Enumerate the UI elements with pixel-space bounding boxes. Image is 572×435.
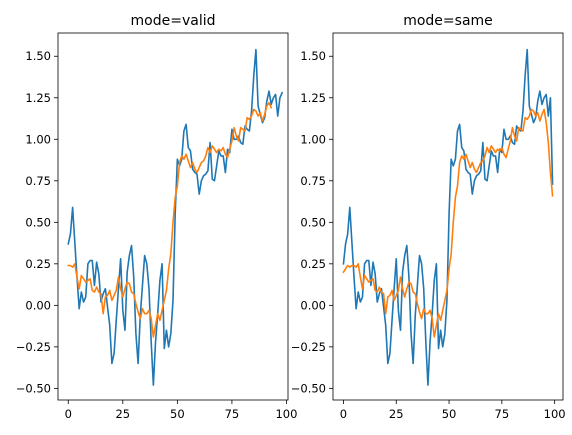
x-tick-label: 75 bbox=[225, 407, 240, 421]
y-tick-label: −0.25 bbox=[291, 340, 326, 354]
y-tick-label: −0.50 bbox=[291, 381, 326, 395]
series-line-2 bbox=[67, 101, 273, 338]
x-tick-label: 50 bbox=[170, 407, 185, 421]
y-tick-label: 1.50 bbox=[300, 49, 326, 63]
x-tick-label: 25 bbox=[389, 407, 404, 421]
y-tick-label: 0.00 bbox=[25, 298, 51, 312]
y-tick-label: 0.50 bbox=[25, 215, 51, 229]
subplot-title: mode=same bbox=[403, 13, 493, 29]
axes-frame bbox=[332, 32, 564, 401]
x-tick-label: 75 bbox=[495, 407, 510, 421]
x-tick-label: 100 bbox=[544, 407, 566, 421]
y-tick-label: −0.25 bbox=[16, 340, 51, 354]
series-line-1 bbox=[67, 48, 284, 386]
subplot-same: mode=same 0 25 50 75 100 −0.50 −0.25 0.00 0.25 0.… bbox=[291, 13, 566, 421]
x-tick-label: 0 bbox=[65, 407, 72, 421]
y-tick-label: 0.25 bbox=[300, 257, 326, 271]
y-tick-label: 0.75 bbox=[25, 174, 51, 188]
y-tick-label: 1.25 bbox=[25, 91, 51, 105]
y-tick-label: 0.25 bbox=[25, 257, 51, 271]
x-tick-label: 50 bbox=[442, 407, 457, 421]
subplot-title: mode=valid bbox=[131, 13, 216, 29]
x-tick-label: 100 bbox=[275, 407, 297, 421]
x-tick-label: 0 bbox=[340, 407, 347, 421]
axes-frame bbox=[57, 32, 289, 401]
y-tick-label: −0.50 bbox=[16, 381, 51, 395]
series-line-1 bbox=[342, 48, 554, 386]
subplot-valid: mode=valid 0 25 50 75 100 −0.50 −0.25 0.00 0.25 0… bbox=[16, 13, 298, 421]
y-tick-label: 0.75 bbox=[300, 174, 326, 188]
y-tick-label: 1.00 bbox=[25, 132, 51, 146]
y-tick-label: 0.00 bbox=[300, 298, 326, 312]
y-tick-label: 1.00 bbox=[300, 132, 326, 146]
x-tick-label: 25 bbox=[115, 407, 130, 421]
y-tick-label: 1.25 bbox=[300, 91, 326, 105]
series-line-2 bbox=[342, 108, 554, 338]
y-tick-label: 1.50 bbox=[25, 49, 51, 63]
y-tick-label: 0.50 bbox=[300, 215, 326, 229]
